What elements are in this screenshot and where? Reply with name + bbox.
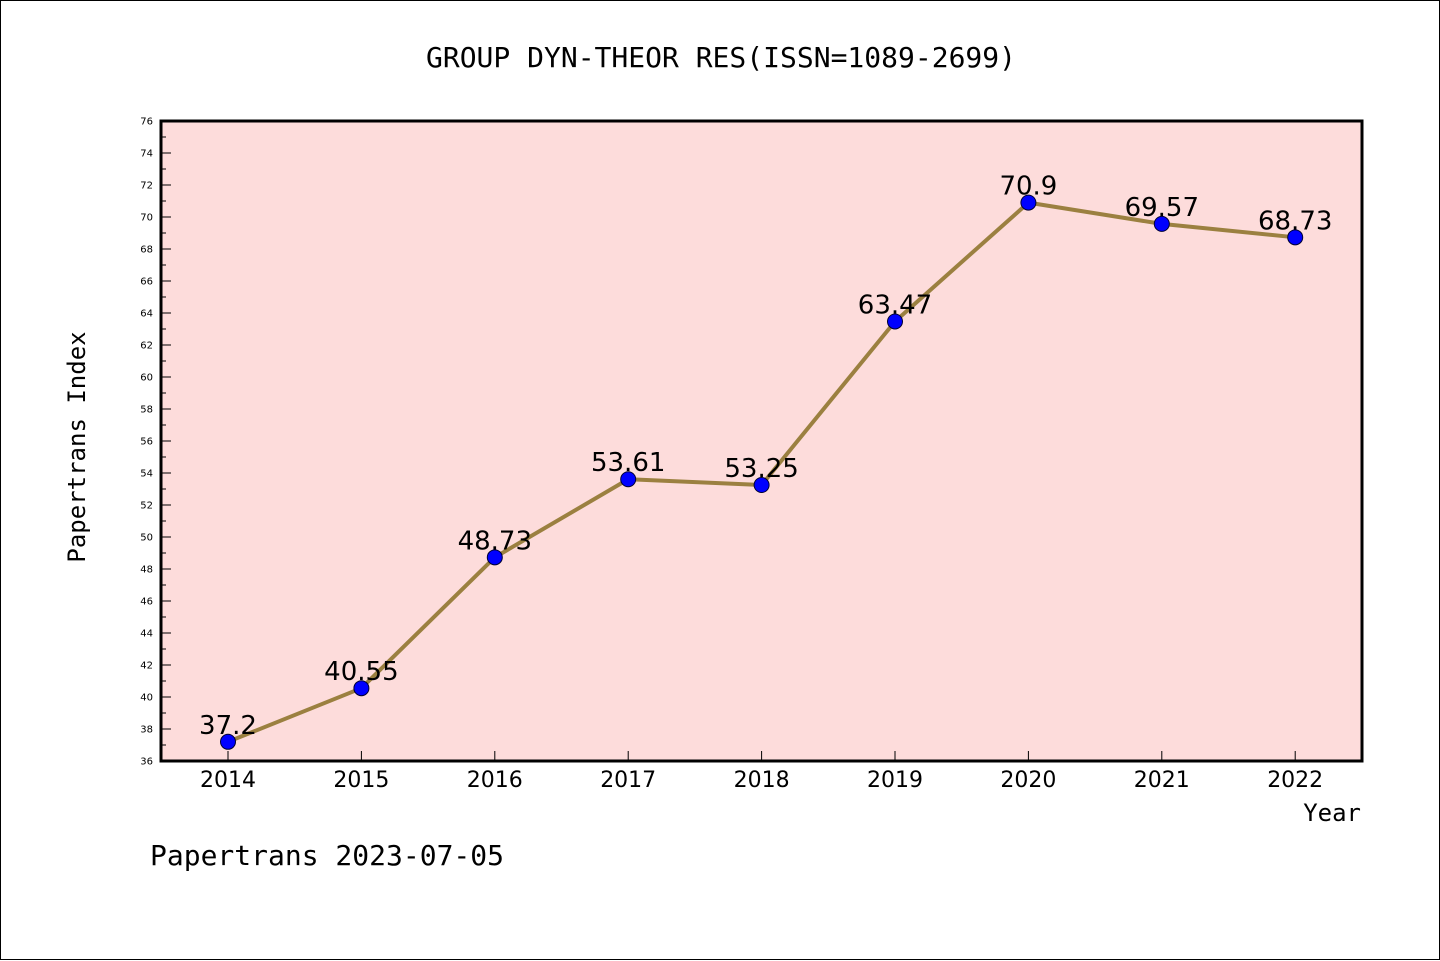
y-tick-label: 46 — [140, 597, 153, 608]
y-tick-label: 68 — [140, 245, 153, 256]
y-tick-label: 50 — [140, 533, 153, 544]
x-axis: 2014 2015 2016 2017 2018 2019 2020 2021 2022 — [200, 751, 1323, 793]
y-tick-label: 54 — [140, 469, 153, 480]
x-tick-label: 2020 — [1000, 768, 1056, 793]
data-point — [1287, 229, 1304, 246]
y-tick-label: 64 — [140, 309, 153, 320]
data-point — [353, 680, 370, 697]
y-axis: 36 38 40 42 44 46 48 50 52 54 56 58 60 62 64 66 68 70 72 74… — [140, 117, 171, 768]
y-tick-label: 38 — [140, 725, 153, 736]
x-tick-label: 2018 — [734, 768, 790, 793]
y-tick-label: 76 — [140, 117, 153, 128]
y-tick-label: 74 — [140, 149, 153, 160]
chart-title: GROUP DYN-THEOR RES(ISSN=1089-2699) — [426, 41, 1016, 74]
x-tick-label: 2014 — [200, 768, 256, 793]
data-point — [220, 733, 236, 750]
footer-text: Papertrans 2023-07-05 — [150, 839, 504, 872]
data-point — [887, 313, 903, 330]
x-tick-label: 2022 — [1267, 768, 1323, 793]
y-tick-label: 56 — [140, 437, 153, 448]
x-tick-label: 2016 — [467, 768, 523, 793]
y-tick-label: 72 — [140, 181, 153, 192]
data-point — [1153, 215, 1170, 232]
data-point — [1020, 194, 1037, 211]
y-tick-label: 36 — [140, 757, 153, 768]
y-tick-label: 40 — [140, 693, 153, 704]
data-point — [486, 549, 503, 566]
data-point — [620, 471, 637, 488]
x-tick-label: 2019 — [867, 768, 923, 793]
data-point — [753, 477, 770, 493]
y-tick-label: 62 — [140, 341, 153, 352]
x-axis-title: Year — [1303, 799, 1361, 827]
y-tick-label: 70 — [140, 213, 153, 224]
y-tick-label: 66 — [140, 277, 153, 288]
plot-border — [159, 119, 1364, 763]
x-tick-label: 2021 — [1134, 768, 1190, 793]
y-tick-label: 60 — [140, 373, 153, 384]
y-tick-label: 42 — [140, 661, 153, 672]
y-tick-label: 44 — [140, 629, 153, 640]
x-tick-label: 2017 — [600, 768, 656, 793]
y-tick-label: 58 — [140, 405, 153, 416]
y-axis-title: Papertrans Index — [63, 331, 91, 562]
x-tick-label: 2015 — [333, 768, 389, 793]
y-tick-label: 52 — [140, 501, 153, 512]
y-tick-label: 48 — [140, 565, 153, 576]
